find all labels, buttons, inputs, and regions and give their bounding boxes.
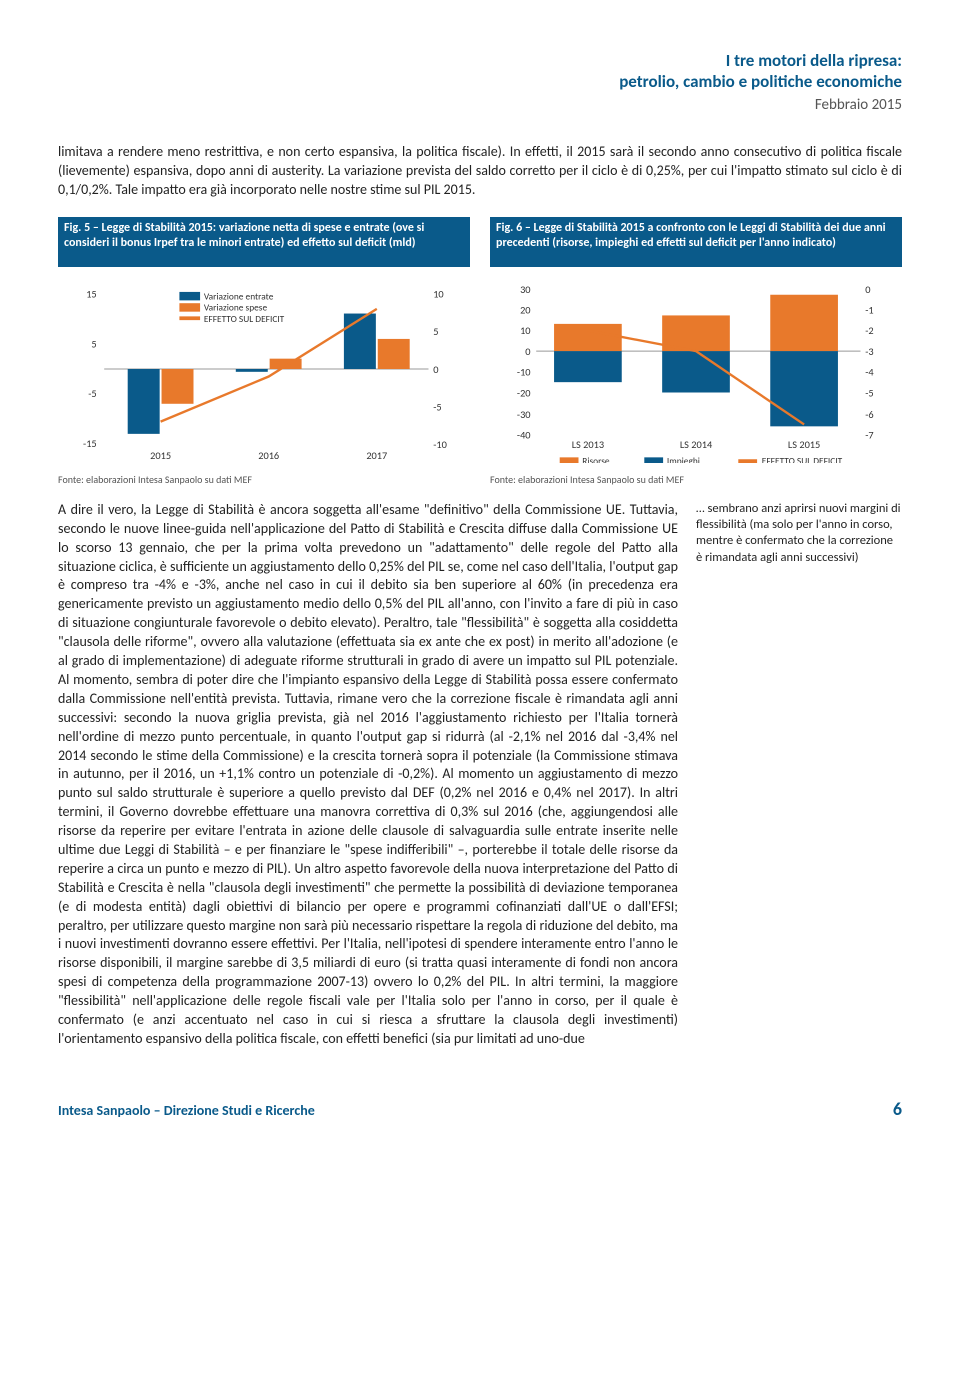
body-paragraph: A dire il vero, la Legge di Stabilità è … [58,501,678,1049]
c6-legend-risorse-box [560,458,579,464]
header-date: Febbraio 2015 [58,95,902,115]
c6-ltick-1: 20 [520,304,530,317]
c6-ltick-6: -30 [517,408,531,421]
chart5-source: Fonte: elaborazioni Intesa Sanpaolo su d… [58,473,470,487]
c6-legend-impieghi-box [644,458,663,464]
charts-row: Fig. 5 – Legge di Stabilità 2015: variaz… [58,217,902,487]
body-row: A dire il vero, la Legge di Stabilità è … [58,501,902,1049]
footer-left: Intesa Sanpaolo – Direzione Studi e Rice… [58,1102,315,1121]
c6-legend-effetto: EFFETTO SUL DEFICIT [762,455,843,463]
c6-rtick-2: -2 [865,325,873,338]
c5-rtick-4: -10 [433,438,447,451]
chart6-area: 30 20 10 0 -10 -20 -30 -40 0 -1 -2 -3 -4… [490,267,902,467]
c6-cat-1: LS 2014 [680,438,713,451]
c6-rtick-6: -6 [865,408,873,421]
c5-bar-spese-2017 [378,339,410,369]
c5-rtick-2: 0 [433,363,438,376]
c5-legend-spese: Variazione spese [204,302,268,314]
c6-ltick-3: 0 [525,345,530,358]
chart6-source: Fonte: elaborazioni Intesa Sanpaolo su d… [490,473,902,487]
chart5: Fig. 5 – Legge di Stabilità 2015: variaz… [58,217,470,487]
page-header: I tre motori della ripresa: petrolio, ca… [58,50,902,115]
footer-page: 6 [893,1097,902,1121]
c6-rtick-0: 0 [865,283,870,296]
c5-legend-entrate-box [179,292,200,300]
c6-legend-risorse: Risorse [582,455,610,463]
c6-rtick-4: -4 [865,366,874,379]
c5-legend-entrate: Variazione entrate [204,291,274,303]
c5-legend-effetto: EFFETTO SUL DEFICIT [204,313,285,325]
c5-legend-spese-box [179,304,200,312]
chart6: Fig. 6 – Legge di Stabilità 2015 a confr… [490,217,902,487]
c6-legend-impieghi: Impieghi [667,455,700,463]
c6-cat-0: LS 2013 [572,438,604,451]
c6-ltick-4: -10 [517,366,531,379]
side-note: … sembrano anzi aprirsi nuovi margini di… [696,501,902,1049]
chart6-caption: Fig. 6 – Legge di Stabilità 2015 a confr… [490,217,902,267]
chart5-caption: Fig. 5 – Legge di Stabilità 2015: variaz… [58,217,470,267]
c6-cat-2: LS 2015 [788,438,820,451]
chart5-area: 15 5 -5 -15 10 5 0 -5 -10 [58,267,470,467]
c5-ltick-1: 5 [91,338,96,351]
c5-ltick-2: -5 [88,388,96,401]
c5-cat-0: 2015 [150,450,171,463]
c6-rtick-1: -1 [865,304,873,317]
c5-rtick-3: -5 [433,401,441,414]
c6-ltick-5: -20 [517,387,531,400]
c5-ltick-0: 15 [86,288,96,301]
chart6-svg: 30 20 10 0 -10 -20 -30 -40 0 -1 -2 -3 -4… [494,275,898,463]
c6-impieghi-2014 [662,352,730,393]
c5-cat-1: 2016 [258,450,279,463]
c6-ltick-0: 30 [520,283,530,296]
body-main: A dire il vero, la Legge di Stabilità è … [58,501,678,1049]
c5-bar-entrate-2016 [236,369,268,372]
c6-rtick-7: -7 [865,429,873,442]
c6-impieghi-2015 [770,352,838,427]
c5-rtick-0: 10 [433,288,443,301]
header-title-2: petrolio, cambio e politiche economiche [58,71,902,92]
c5-bar-entrate-2017 [344,314,376,369]
c5-bar-spese-2015 [162,369,194,404]
c6-impieghi-2013 [554,352,622,383]
c6-risorse-2015 [770,295,838,351]
c5-ltick-3: -15 [83,437,97,450]
c5-cat-2: 2017 [366,450,387,463]
c5-bar-entrate-2015 [128,369,160,434]
c5-rtick-1: 5 [433,326,438,339]
chart5-svg: 15 5 -5 -15 10 5 0 -5 -10 [62,275,466,463]
header-title-1: I tre motori della ripresa: [58,50,902,71]
page-footer: Intesa Sanpaolo – Direzione Studi e Rice… [58,1089,902,1121]
c6-ltick-2: 10 [520,325,530,338]
c6-risorse-2013 [554,324,622,351]
side-note-text: … sembrano anzi aprirsi nuovi margini di… [696,501,902,566]
c6-rtick-5: -5 [865,387,873,400]
c6-rtick-3: -3 [865,345,873,358]
intro-paragraph: limitava a rendere meno restrittiva, e n… [58,143,902,200]
c6-ltick-7: -40 [517,429,531,442]
